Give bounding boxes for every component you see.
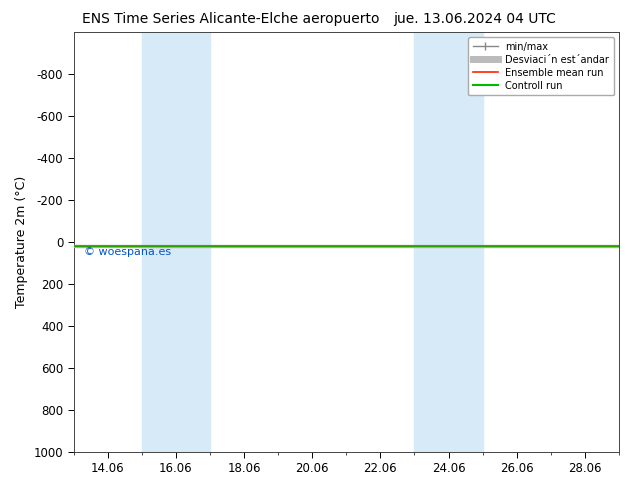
Legend: min/max, Desviaci´n est´andar, Ensemble mean run, Controll run: min/max, Desviaci´n est´andar, Ensemble … <box>469 37 614 96</box>
Bar <box>142 32 210 452</box>
Bar <box>415 32 482 452</box>
Y-axis label: Temperature 2m (°C): Temperature 2m (°C) <box>15 176 28 308</box>
Text: jue. 13.06.2024 04 UTC: jue. 13.06.2024 04 UTC <box>393 12 556 26</box>
Text: © woespana.es: © woespana.es <box>84 247 171 257</box>
Text: ENS Time Series Alicante-Elche aeropuerto: ENS Time Series Alicante-Elche aeropuert… <box>82 12 380 26</box>
